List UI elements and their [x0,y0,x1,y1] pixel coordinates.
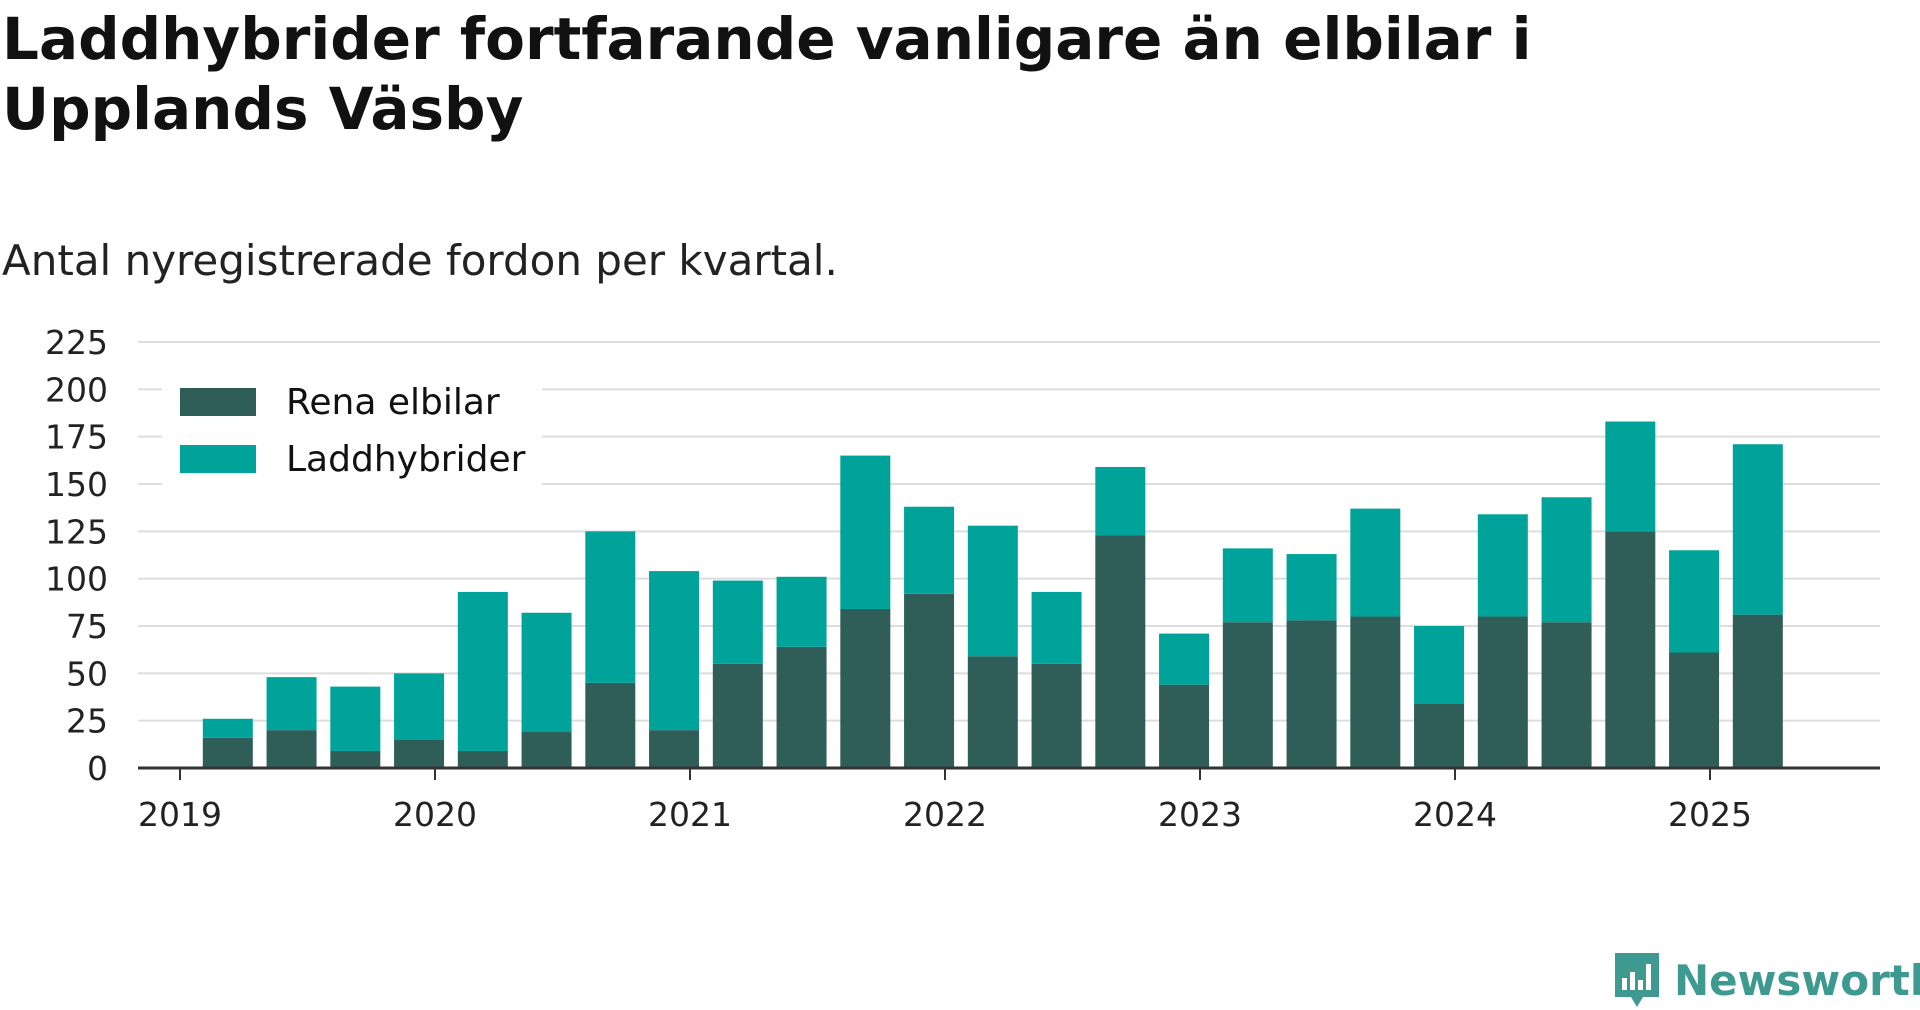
bar-laddhybrider [1222,548,1273,623]
y-tick-label: 225 [45,323,108,362]
y-tick-label: 75 [66,607,108,646]
x-tick-label: 2023 [1158,795,1242,834]
bar-laddhybrider [904,506,955,594]
legend-swatch [180,445,256,473]
bar-rena-elbilar [266,730,317,768]
bar-rena-elbilar [1350,616,1401,768]
bar-laddhybrider [202,718,253,738]
bar-rena-elbilar [1286,620,1337,768]
bar-rena-elbilar [904,593,955,768]
bar-rena-elbilar [1732,614,1783,768]
bar-laddhybrider [394,673,445,740]
bar-laddhybrider [1159,633,1210,685]
bar-laddhybrider [712,580,763,664]
bar-rena-elbilar [1159,684,1210,768]
legend-label: Laddhybrider [286,439,526,480]
bar-rena-elbilar [776,646,827,768]
bar-laddhybrider [457,591,508,751]
bar-laddhybrider [1350,508,1401,617]
x-tick-label: 2019 [138,795,222,834]
newsworthy-logo-icon [1615,953,1659,1007]
y-tick-label: 50 [66,654,108,693]
y-tick-label: 125 [45,512,108,551]
bar-rena-elbilar [521,732,572,768]
bar-rena-elbilar [1031,663,1082,768]
bar-laddhybrider [840,455,891,609]
bar-laddhybrider [1031,591,1082,664]
bar-laddhybrider [330,686,381,751]
x-tick-label: 2022 [903,795,987,834]
y-tick-label: 0 [87,749,108,788]
bar-laddhybrider [1732,444,1783,615]
bar-laddhybrider [266,677,317,731]
bar-rena-elbilar [840,608,891,768]
bar-rena-elbilar [967,656,1018,768]
bar-rena-elbilar [1669,652,1720,768]
bar-laddhybrider [1286,554,1337,621]
bar-rena-elbilar [394,739,445,768]
bar-rena-elbilar [649,730,700,768]
bar-laddhybrider [585,531,636,683]
bar-rena-elbilar [330,750,381,768]
bar-laddhybrider [1414,626,1465,704]
chart-title: Laddhybrider fortfarande vanligare än el… [2,5,1532,143]
newsworthy-brand: Newsworthy [1612,950,1920,1010]
brand-name: Newsworthy [1674,956,1920,1005]
x-tick-label: 2020 [393,795,477,834]
bar-rena-elbilar [1095,535,1146,768]
legend: Rena elbilar Laddhybrider [162,382,542,490]
y-tick-label: 100 [45,560,108,599]
x-tick-label: 2024 [1413,795,1497,834]
y-tick-label: 25 [66,702,108,741]
legend-label: Rena elbilar [286,382,500,423]
bar-laddhybrider [649,571,700,731]
x-tick-label: 2021 [648,795,732,834]
bar-laddhybrider [1477,514,1528,617]
bar-rena-elbilar [1541,622,1592,768]
bar-laddhybrider [1095,466,1146,536]
bar-rena-elbilar [712,663,763,768]
bar-laddhybrider [521,612,572,733]
bar-rena-elbilar [457,750,508,768]
x-tick-label: 2025 [1668,795,1752,834]
chart-subtitle: Antal nyregistrerade fordon per kvartal. [2,236,838,285]
bar-rena-elbilar [585,682,636,768]
bar-rena-elbilar [202,737,253,768]
bar-rena-elbilar [1414,703,1465,768]
bar-laddhybrider [776,576,827,647]
y-tick-label: 200 [45,370,108,409]
bar-laddhybrider [1605,421,1656,532]
bar-laddhybrider [1541,497,1592,623]
y-tick-label: 175 [45,418,108,457]
y-tick-label: 150 [45,465,108,504]
bar-laddhybrider [967,525,1018,657]
bar-rena-elbilar [1605,531,1656,768]
bar-rena-elbilar [1222,622,1273,768]
bar-rena-elbilar [1477,616,1528,768]
bar-laddhybrider [1669,550,1720,653]
legend-swatch [180,388,256,416]
